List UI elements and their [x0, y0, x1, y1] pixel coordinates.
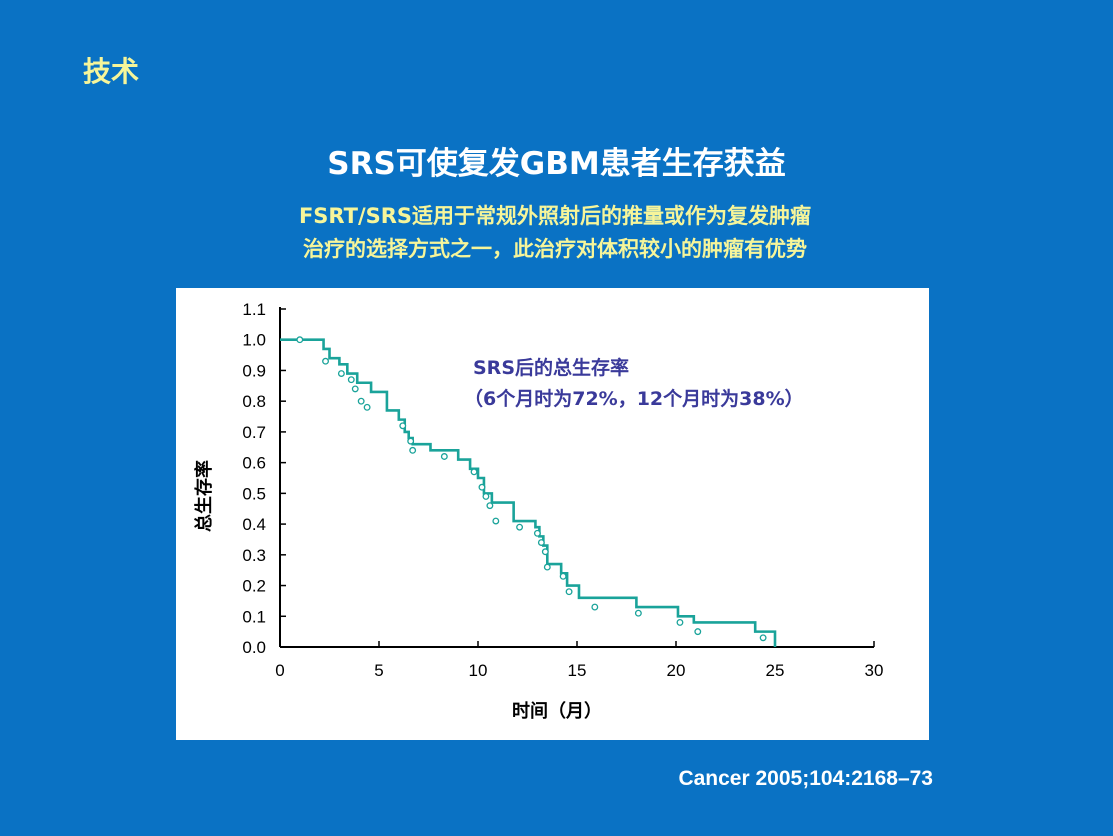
- x-tick-label: 0: [275, 661, 284, 680]
- censor-mark: [676, 618, 684, 626]
- y-tick-label: 0.1: [242, 607, 266, 626]
- survival-chart-panel: 0.0 0.1 0.2 0.3 0.4 0.5 0.6 0.7 0.8 0.9 1.0 1.1 0 5 10…: [176, 288, 929, 740]
- censor-mark: [347, 376, 355, 384]
- y-tick-label: 1.1: [242, 300, 266, 319]
- subtitle-line-2: 治疗的选择方式之一，此治疗对体积较小的肿瘤有优势: [303, 237, 807, 261]
- censor-mark: [543, 563, 551, 571]
- censor-mark: [322, 357, 329, 365]
- x-tick-label: 5: [374, 661, 383, 680]
- y-tick-label: 0.3: [242, 546, 266, 565]
- annotation-line-2: （6个月时为72%，12个月时为38%）: [464, 387, 804, 410]
- censor-mark: [634, 609, 642, 617]
- censor-mark: [440, 453, 448, 460]
- slide-title: SRS可使复发GBM患者生存获益: [327, 146, 786, 182]
- y-tick-label: 0.2: [242, 577, 266, 596]
- y-tick-label: 1.0: [242, 331, 266, 350]
- censor-mark: [482, 492, 490, 500]
- y-tick-label: 0.9: [242, 361, 266, 380]
- censor-mark: [409, 446, 417, 454]
- y-tick-label: 0.8: [242, 392, 266, 411]
- x-tick-label: 10: [469, 661, 488, 680]
- censor-mark: [533, 529, 541, 537]
- censor-mark: [407, 437, 415, 445]
- citation: Cancer 2005;104:2168–73: [678, 767, 933, 790]
- censor-mark: [486, 502, 494, 510]
- censor-mark: [541, 548, 549, 556]
- censor-mark: [565, 588, 573, 596]
- censor-mark: [694, 628, 702, 636]
- y-tick-label: 0.7: [242, 423, 266, 442]
- censor-mark: [492, 517, 500, 525]
- annotation-line-1: SRS后的总生存率: [473, 356, 629, 379]
- survival-curve: [280, 338, 777, 647]
- x-axis-label: 时间（月）: [512, 701, 602, 722]
- x-tick-label: 20: [667, 661, 686, 680]
- slide-subtitle: FSRT/SRS适用于常规外照射后的推量或作为复发肿瘤 治疗的选择方式之一，此治…: [200, 200, 910, 266]
- subtitle-line-1: FSRT/SRS适用于常规外照射后的推量或作为复发肿瘤: [298, 204, 812, 228]
- y-axis-label: 总生存率: [193, 460, 215, 532]
- censor-mark: [759, 634, 767, 642]
- y-tick-label: 0.0: [242, 638, 266, 657]
- x-tick-label: 15: [568, 661, 587, 680]
- survival-chart: 0.0 0.1 0.2 0.3 0.4 0.5 0.6 0.7 0.8 0.9 1.0 1.1 0 5 10…: [193, 300, 884, 722]
- censor-mark: [537, 539, 545, 546]
- x-tick-label: 30: [865, 661, 884, 680]
- censor-mark: [357, 397, 365, 405]
- x-tick-label: 25: [766, 661, 785, 680]
- censor-mark: [470, 468, 478, 476]
- censor-mark: [363, 403, 371, 411]
- censor-mark: [478, 483, 486, 491]
- censor-mark: [516, 523, 524, 531]
- censor-mark: [591, 603, 599, 611]
- section-title: 技术: [83, 55, 140, 88]
- y-tick-label: 0.6: [242, 454, 266, 473]
- censor-mark: [399, 422, 407, 430]
- censor-mark: [337, 370, 345, 377]
- y-tick-label: 0.4: [242, 515, 266, 534]
- censor-mark: [296, 336, 304, 344]
- y-tick-label: 0.5: [242, 484, 266, 503]
- censor-mark: [351, 385, 359, 393]
- censor-mark: [559, 572, 567, 580]
